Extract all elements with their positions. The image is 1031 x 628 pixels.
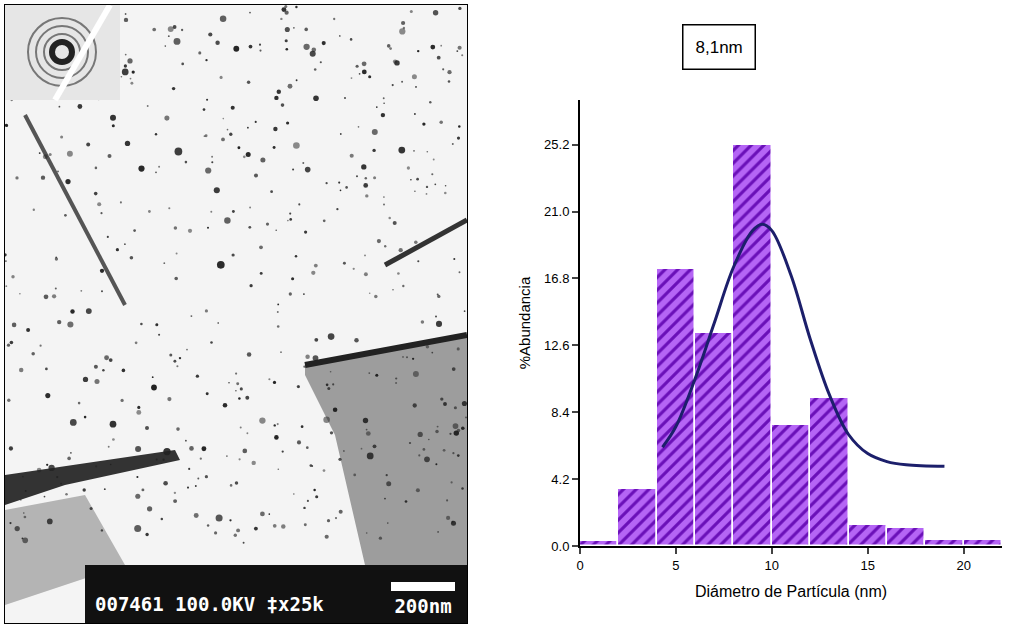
svg-text:25.2: 25.2	[544, 137, 569, 152]
svg-text:0.0: 0.0	[551, 539, 569, 554]
svg-text:10: 10	[765, 558, 779, 573]
svg-text:16.8: 16.8	[544, 271, 569, 286]
svg-text:4.2: 4.2	[551, 472, 569, 487]
svg-text:0: 0	[576, 558, 583, 573]
svg-text:Diámetro de Partícula (nm): Diámetro de Partícula (nm)	[695, 583, 887, 600]
html-text:007461 100.0KV ‡x25k: 007461 100.0KV ‡x25k	[95, 593, 324, 615]
svg-text:8.4: 8.4	[551, 405, 569, 420]
svg-text:20: 20	[956, 558, 970, 573]
svg-text:8,1nm: 8,1nm	[696, 38, 743, 57]
html-text:200nm: 200nm	[394, 595, 452, 617]
svg-text:12.6: 12.6	[544, 338, 569, 353]
svg-text:5: 5	[672, 558, 679, 573]
svg-text:%Abundancia: %Abundancia	[516, 276, 533, 369]
svg-text:21.0: 21.0	[544, 204, 569, 219]
svg-text:15: 15	[860, 558, 874, 573]
